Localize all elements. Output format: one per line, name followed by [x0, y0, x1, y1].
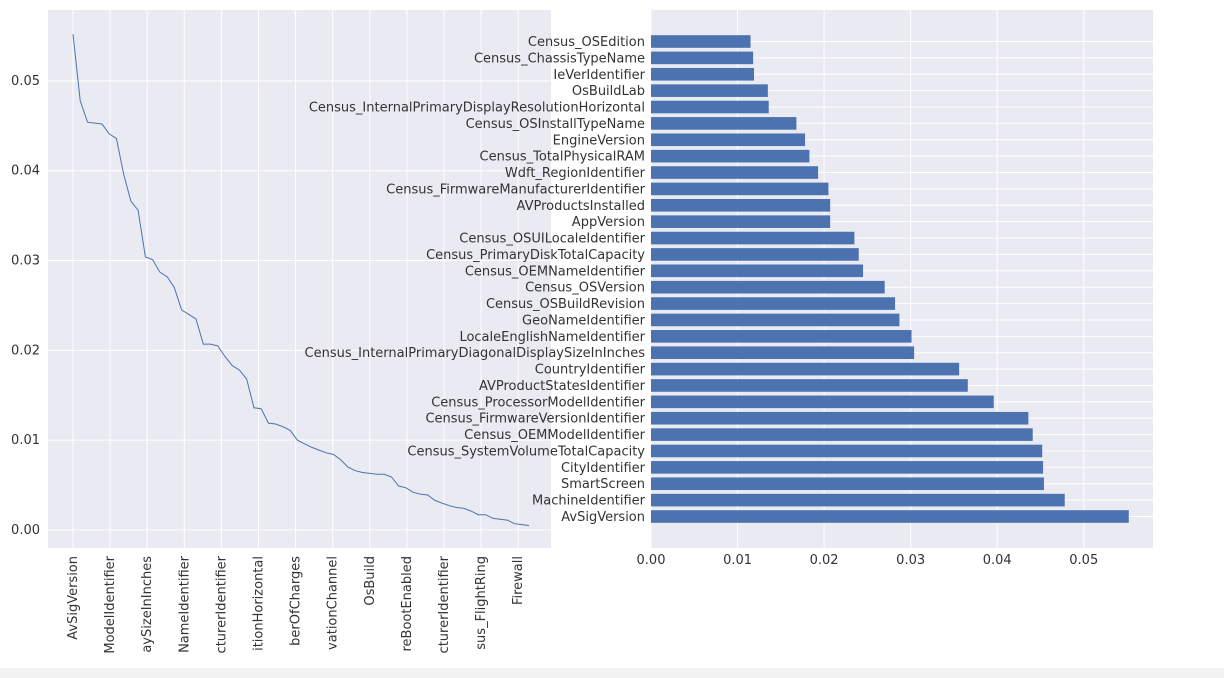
bar	[651, 477, 1044, 491]
bar	[651, 149, 810, 163]
bar	[651, 297, 896, 310]
line-xtick-label: berOfCharges	[289, 556, 304, 646]
bar-category-label: GeoNameIdentifier	[522, 313, 646, 328]
bar	[651, 67, 754, 81]
bar	[651, 362, 960, 376]
bar	[651, 100, 769, 114]
line-ytick-label: 0.03	[11, 254, 40, 269]
line-plot-background	[48, 10, 551, 548]
bar-category-label: AppVersion	[572, 215, 645, 230]
line-xtick-label: OsBuild	[363, 556, 378, 606]
bar	[651, 313, 900, 327]
bottom-strip	[0, 668, 1224, 678]
line-xtick-label: reBootEnabled	[400, 556, 415, 652]
bar	[651, 51, 754, 65]
line-ytick-label: 0.01	[11, 433, 40, 448]
bar-category-label: Census_SystemVolumeTotalCapacity	[407, 444, 645, 459]
bar-category-label: Census_TotalPhysicalRAM	[480, 150, 645, 165]
bar-category-label: Census_OSUILocaleIdentifier	[459, 232, 645, 247]
bar-plot-background	[651, 10, 1153, 548]
bar-category-label: SmartScreen	[561, 477, 645, 492]
bar-xtick-label: 0.01	[723, 553, 752, 568]
line-xtick-label: ModelIdentifier	[103, 555, 118, 653]
bar	[651, 330, 912, 343]
bar-category-label: MachineIdentifier	[532, 494, 646, 509]
bar	[651, 428, 1033, 441]
line-ytick-label: 0.05	[11, 74, 40, 89]
bar	[651, 379, 968, 392]
bar-category-label: Wdft_RegionIdentifier	[505, 166, 646, 181]
bar-category-label: CountryIdentifier	[535, 363, 646, 378]
bar-category-label: Census_PrimaryDiskTotalCapacity	[426, 248, 645, 263]
bar-category-label: CityIdentifier	[561, 461, 646, 476]
line-ytick-label: 0.00	[11, 523, 40, 538]
bar-category-label: Census_OSBuildRevision	[486, 297, 645, 312]
bar	[651, 493, 1065, 507]
bar-category-label: Census_ProcessorModelIdentifier	[431, 395, 645, 410]
bar	[651, 215, 831, 228]
bar	[651, 35, 751, 48]
line-xtick-label: aySizeInInches	[140, 556, 155, 653]
line-series	[72, 34, 530, 526]
bar-category-label: Census_ChassisTypeName	[474, 51, 645, 66]
bar-xtick-label: 0.04	[983, 553, 1012, 568]
bar-category-label: Census_FirmwareVersionIdentifier	[425, 412, 645, 427]
line-xtick-label: cturerIdentifier	[214, 555, 229, 653]
bar	[651, 395, 994, 409]
line-xtick-label: NameIdentifier	[177, 555, 192, 653]
bar-category-label: Census_OSEdition	[528, 35, 645, 50]
line-ytick-label: 0.02	[11, 343, 40, 358]
bar	[651, 248, 859, 261]
bar-category-label: OsBuildLab	[572, 84, 645, 99]
bar	[651, 133, 806, 147]
bar	[651, 166, 819, 179]
bar	[651, 264, 864, 278]
bar	[651, 411, 1029, 425]
line-xtick-label: Firewall	[511, 556, 526, 605]
bar-category-label: EngineVersion	[553, 133, 645, 148]
line-ytick-label: 0.04	[11, 164, 40, 179]
bar-category-label: IeVerIdentifier	[553, 68, 645, 83]
line-xtick-label: AvSigVersion	[66, 556, 81, 640]
bar-category-label: Census_OEMModelIdentifier	[464, 428, 646, 443]
bar	[651, 444, 1043, 458]
bar	[651, 280, 885, 294]
line-xtick-label: sus_FlightRing	[474, 556, 489, 650]
bar	[651, 182, 829, 196]
bar-xtick-label: 0.00	[637, 553, 666, 568]
bar-category-label: Census_OSVersion	[525, 281, 645, 296]
bar-category-label: Census_FirmwareManufacturerIdentifier	[386, 182, 645, 197]
bar-category-label: Census_InternalPrimaryDiagonalDisplaySiz…	[305, 346, 646, 361]
bar-category-label: AvSigVersion	[561, 510, 645, 525]
bar	[651, 117, 797, 130]
bar-category-label: AVProductStatesIdentifier	[479, 379, 646, 394]
bar-xtick-label: 0.02	[810, 553, 839, 568]
bar	[651, 198, 831, 212]
bar-xtick-label: 0.05	[1069, 553, 1098, 568]
bar-category-label: AVProductsInstalled	[517, 199, 645, 214]
line-xtick-label: cturerIdentifier	[437, 555, 452, 653]
bar	[651, 84, 768, 97]
bar	[651, 231, 855, 245]
bar-category-label: Census_InternalPrimaryDisplayResolutionH…	[309, 101, 645, 116]
bar-category-label: LocaleEnglishNameIdentifier	[459, 330, 645, 345]
bar-category-label: Census_OEMNameIdentifier	[465, 264, 646, 279]
line-xtick-label: vationChannel	[326, 556, 341, 650]
line-xtick-label: itionHorizontal	[252, 556, 267, 651]
bar	[651, 346, 915, 360]
bar-category-label: Census_OSInstallTypeName	[466, 117, 645, 132]
bar-xtick-label: 0.03	[896, 553, 925, 568]
bar	[651, 510, 1129, 523]
bar	[651, 461, 1044, 474]
